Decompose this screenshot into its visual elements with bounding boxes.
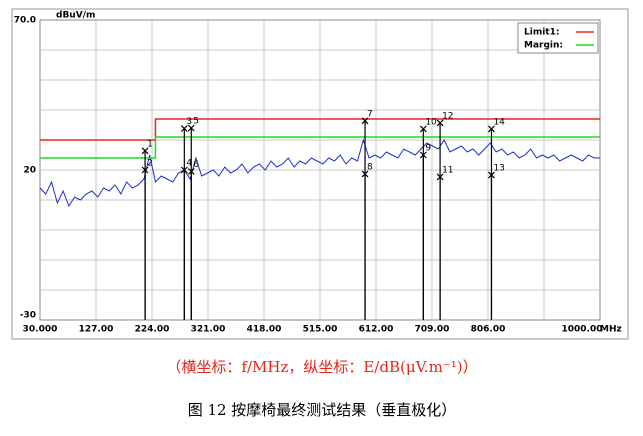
marker-label: 4 [186, 159, 192, 169]
limit-line [40, 118, 600, 141]
marker-label: 8 [367, 162, 373, 172]
marker-label: 12 [442, 111, 453, 121]
x-tick-label: 127.00 [79, 325, 114, 335]
marker-label: 13 [493, 164, 504, 174]
emission-trace [39, 138, 600, 208]
marker [488, 125, 495, 133]
marker-label: 1 [147, 139, 153, 149]
x-tick-label: 418.00 [247, 325, 282, 335]
marker-label: 9 [425, 144, 431, 154]
x-tick-label: 1000.00 [562, 325, 603, 335]
x-unit: MHz [600, 325, 622, 335]
marker [187, 168, 195, 175]
marker [419, 125, 427, 133]
marker-label: 3 [186, 117, 192, 127]
marker [141, 166, 149, 174]
legend-box [517, 22, 599, 54]
axes-caption: （横坐标：f/MHz，纵坐标：E/dB(μV.m⁻¹)） [166, 358, 477, 376]
marker-label: 14 [493, 117, 505, 127]
y-tick-label: -30 [20, 311, 36, 321]
x-tick-label: 30.000 [23, 325, 58, 335]
marker-label: 10 [425, 117, 437, 127]
y-tick-label: 70.0 [14, 16, 36, 26]
marker [180, 166, 188, 174]
marker-label: 11 [442, 165, 453, 175]
marker [180, 125, 188, 133]
marker [361, 170, 369, 178]
y-tick-label: 20 [23, 166, 36, 176]
legend-label: Limit1: [524, 28, 559, 38]
marker [187, 124, 195, 132]
limit-line [40, 136, 600, 159]
marker [436, 119, 444, 127]
marker [361, 117, 369, 125]
marker-label: 6 [193, 160, 199, 170]
legend-label: Margin: [524, 41, 563, 51]
x-tick-label: 709.00 [415, 325, 450, 335]
marker-label: 7 [367, 109, 373, 119]
y-unit: dBuV/m [56, 11, 95, 21]
marker [141, 147, 149, 155]
x-tick-label: 612.00 [359, 325, 394, 335]
marker-label: 5 [193, 117, 199, 127]
figure-caption: 图 12 按摩椅最终测试结果（垂直极化） [188, 401, 457, 419]
marker-label: 2 [147, 159, 153, 169]
x-tick-label: 806.00 [471, 325, 506, 335]
x-tick-label: 224.00 [135, 325, 170, 335]
x-tick-label: 515.00 [303, 325, 338, 335]
x-tick-label: 321.00 [191, 325, 226, 335]
